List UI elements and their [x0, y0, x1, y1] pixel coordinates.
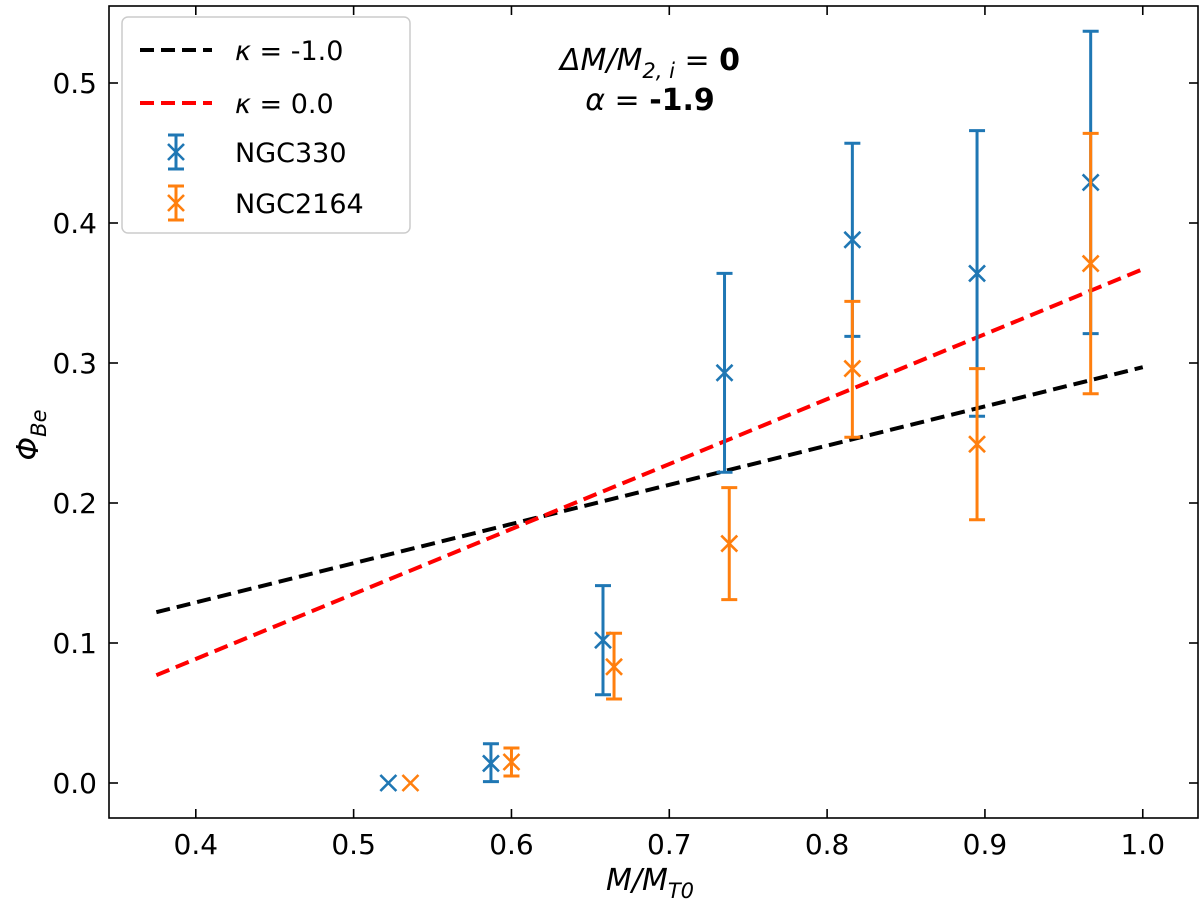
y-tick-label: 0.1	[52, 627, 97, 660]
legend: κ = -1.0 κ = 0.0 NGC330 NGC2164	[121, 16, 411, 234]
marker-ngc2164-stroke-b	[401, 774, 420, 792]
x-tick-label: 0.4	[174, 828, 219, 861]
data-point-ngc2164	[605, 631, 623, 701]
marker-ngc2164-stroke-b	[720, 534, 739, 553]
data-point-ngc2164	[1081, 131, 1100, 396]
legend-label-kappa-minus1: κ = -1.0	[235, 36, 343, 67]
data-point-ngc2164	[843, 299, 862, 439]
legend-label-ngc2164: NGC2164	[235, 189, 364, 220]
legend-marker-ngc2164	[167, 184, 185, 222]
x-tick-label: 0.6	[489, 828, 534, 861]
x-tick-label: 0.9	[963, 828, 1008, 861]
data-point-ngc330	[594, 584, 612, 697]
marker-ngc330-stroke-b	[379, 774, 398, 792]
legend-marker-ngc330	[167, 133, 185, 171]
legend-label-ngc330: NGC330	[235, 138, 347, 169]
legend-marker-stroke-b	[167, 143, 185, 161]
y-tick-label: 0.0	[52, 767, 97, 800]
data-points-layer	[379, 29, 1100, 792]
marker-ngc2164-stroke-b	[843, 359, 862, 378]
marker-ngc330-stroke-b	[715, 363, 734, 382]
marker-ngc2164-stroke-b	[502, 753, 521, 771]
y-tick-label: 0.2	[52, 487, 97, 520]
marker-ngc330-stroke-b	[843, 230, 862, 249]
y-tick-label: 0.5	[52, 67, 97, 100]
y-axis-label: ΦBe	[11, 410, 51, 461]
x-tick-label: 0.7	[647, 828, 692, 861]
marker-ngc330-stroke-b	[968, 264, 986, 283]
data-point-ngc2164	[502, 746, 521, 778]
x-tick-label: 1.0	[1120, 828, 1165, 861]
legend-frame	[121, 16, 411, 234]
data-point-ngc2164	[968, 367, 986, 522]
data-point-ngc2164	[720, 486, 739, 602]
x-tick-label: 0.8	[805, 828, 850, 861]
marker-ngc2164-stroke-b	[605, 657, 623, 676]
legend-marker-stroke-b	[167, 194, 185, 212]
data-point-ngc2164	[401, 774, 420, 792]
marker-ngc2164-stroke-b	[1081, 254, 1100, 273]
marker-ngc2164-stroke-b	[968, 435, 986, 454]
marker-ngc330-stroke-b	[594, 631, 612, 650]
annotation-line-1: ΔM/M2, i = 0	[558, 43, 740, 83]
y-tick-label: 0.3	[52, 347, 97, 380]
legend-label-kappa-0: κ = 0.0	[235, 89, 334, 120]
data-point-ngc330	[482, 742, 500, 784]
x-axis-label: M/MT0	[606, 863, 694, 903]
data-point-ngc330	[715, 271, 734, 474]
y-tick-label: 0.4	[52, 207, 97, 240]
data-point-ngc330	[379, 774, 398, 792]
annotation: ΔM/M2, i = 0 α = -1.9	[558, 43, 740, 118]
ticks-layer: 0.4 0.5 0.6 0.7 0.8 0.9 1.0 0.0 0.1 0.2 0.3 0.4 0.5	[52, 6, 1198, 861]
annotation-line-2: α = -1.9	[585, 83, 715, 118]
marker-ngc330-stroke-b	[482, 754, 500, 773]
x-tick-label: 0.5	[331, 828, 376, 861]
